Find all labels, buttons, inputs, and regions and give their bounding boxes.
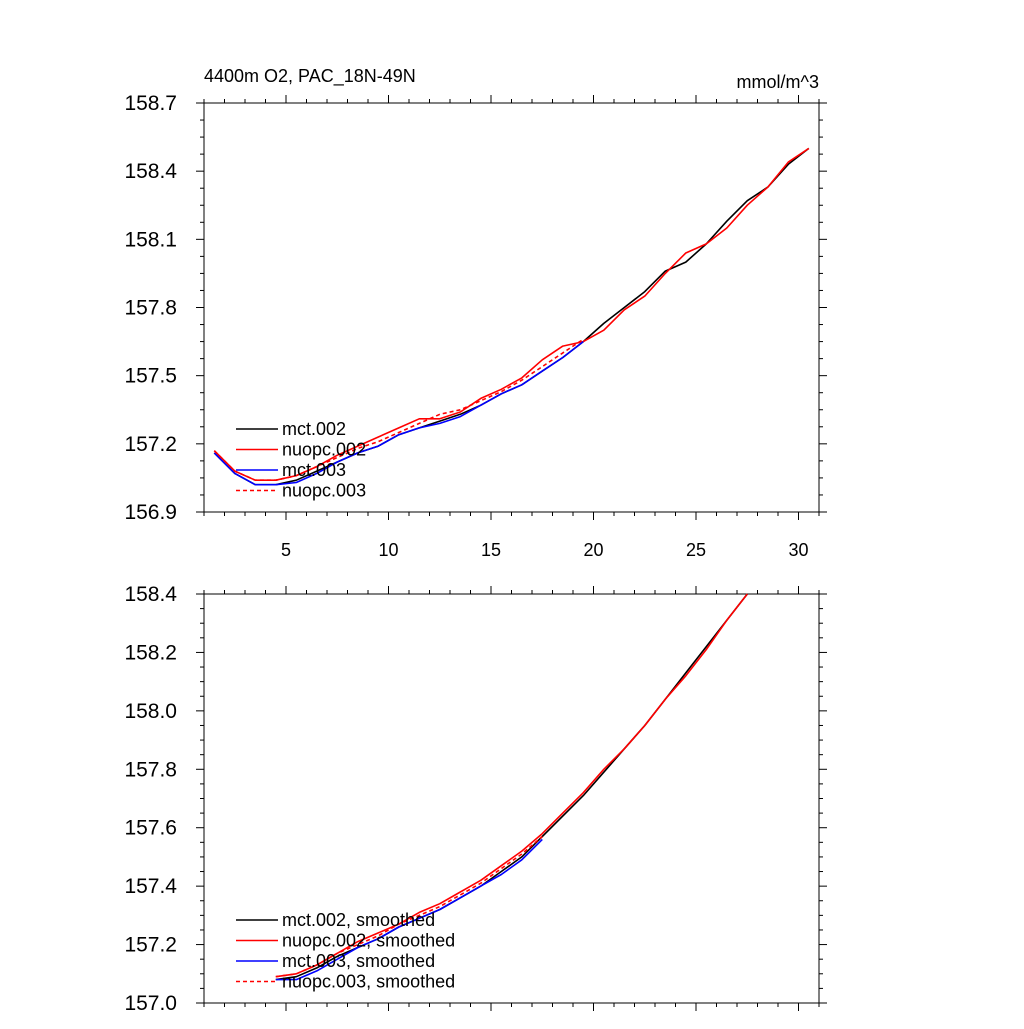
bottom-panel: 157.0 157.2 157.4 157.6 157.8 158.0 158.2 158.4… (124, 583, 827, 1015)
top-x-tick-label: 20 (583, 540, 603, 560)
bottom-y-tick-label: 158.4 (124, 583, 177, 606)
top-y-tick-label: 157.5 (124, 365, 177, 388)
top-y-tick-label: 156.9 (124, 501, 177, 524)
top-x-tick-label: 25 (686, 540, 706, 560)
top-x-tick-label: 10 (378, 540, 398, 560)
top-series-line-3 (213, 340, 584, 486)
bottom-legend-label-2: nuopc.002, smoothed (282, 931, 455, 951)
top-legend-label-4: nuopc.003 (282, 481, 366, 501)
bottom-legend-label-3: mct.003, smoothed (282, 951, 435, 971)
top-legend-label-3: mct.003 (282, 460, 346, 480)
top-x-tick-label: 30 (788, 540, 808, 560)
top-legend-label-1: mct.002 (282, 419, 346, 439)
top-series-line-2 (213, 147, 810, 482)
top-y-tick-label: 158.1 (124, 228, 177, 251)
top-y-tick-label: 158.7 (124, 92, 177, 115)
bottom-y-tick-label: 157.8 (124, 758, 177, 781)
top-legend-label-2: nuopc.002 (282, 440, 366, 460)
top-panel: 5 10 15 20 25 30 156.9 157.2 157.5 157.8 158.1 158.… (124, 92, 827, 560)
bottom-y-tick-label: 157.2 (124, 934, 177, 957)
left-title: 4400m O2, PAC_18N-49N (204, 66, 416, 87)
bottom-legend-label-4: nuopc.003, smoothed (282, 972, 455, 992)
bottom-series-line-4 (275, 835, 543, 978)
top-series-line-4 (213, 338, 584, 482)
bottom-legend-label-1: mct.002, smoothed (282, 910, 435, 930)
top-y-tick-label: 157.8 (124, 297, 177, 320)
bottom-y-tick-label: 158.0 (124, 700, 177, 723)
bottom-series-line-3 (275, 838, 543, 981)
bottom-y-tick-label: 157.0 (124, 992, 177, 1015)
bottom-y-tick-label: 157.6 (124, 817, 177, 840)
top-x-tick-label: 15 (481, 540, 501, 560)
top-y-tick-label: 158.4 (124, 160, 177, 183)
bottom-y-tick-label: 158.2 (124, 641, 177, 664)
bottom-series-line-2 (275, 593, 748, 978)
right-title: mmol/m^3 (737, 72, 819, 92)
top-x-tick-label: 5 (281, 540, 291, 560)
bottom-y-tick-label: 157.4 (124, 875, 177, 898)
top-y-tick-label: 157.2 (124, 433, 177, 456)
